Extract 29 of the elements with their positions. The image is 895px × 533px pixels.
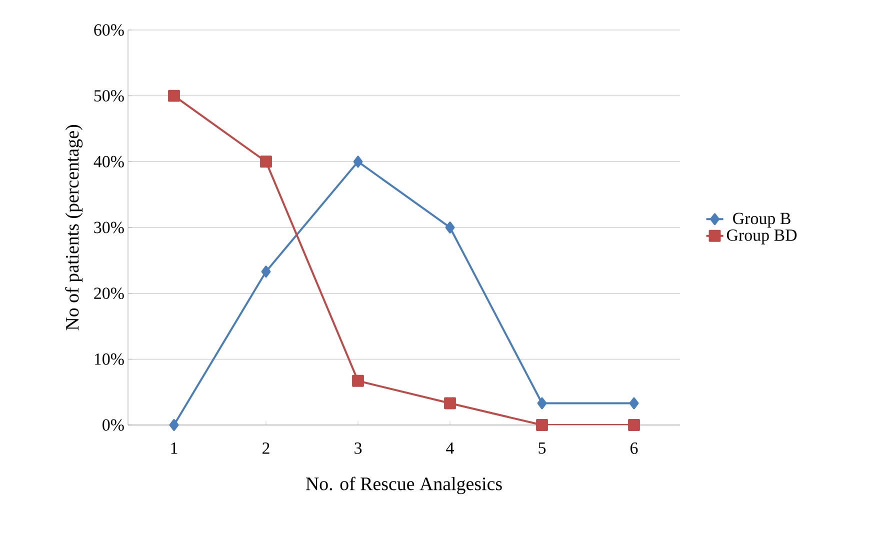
y-tick-label: 10% [94, 353, 124, 365]
x-tick-label: 5 [538, 442, 546, 454]
point [352, 374, 364, 387]
y-tick-label: 40% [94, 156, 124, 168]
x-tick-label: 1 [171, 442, 178, 454]
point [628, 419, 640, 431]
point [445, 222, 455, 234]
x-tick-label: 2 [262, 442, 270, 454]
y-tick-label: 60% [94, 24, 124, 36]
point [536, 419, 548, 431]
x-tick-label: 6 [630, 442, 638, 454]
y-tick-label: 20% [94, 288, 124, 300]
y-tick-label: 30% [94, 222, 124, 234]
y-axis-title: No of patients (percentage) [65, 125, 83, 330]
point [537, 397, 547, 410]
point [168, 90, 180, 102]
x-tick-label: 3 [354, 442, 362, 454]
y-tick-label: 50% [94, 90, 124, 102]
point [169, 419, 179, 431]
point [353, 156, 363, 168]
point [260, 156, 272, 168]
legend-label: Group BD [726, 229, 797, 244]
x-axis-title: No. of Rescue Analgesics [306, 476, 502, 494]
legend-label: Group B [733, 212, 790, 228]
y-tick-label: 0% [102, 419, 124, 431]
x-tick-label: 4 [446, 442, 454, 454]
point [629, 397, 639, 410]
point [444, 397, 456, 410]
point [261, 266, 271, 278]
